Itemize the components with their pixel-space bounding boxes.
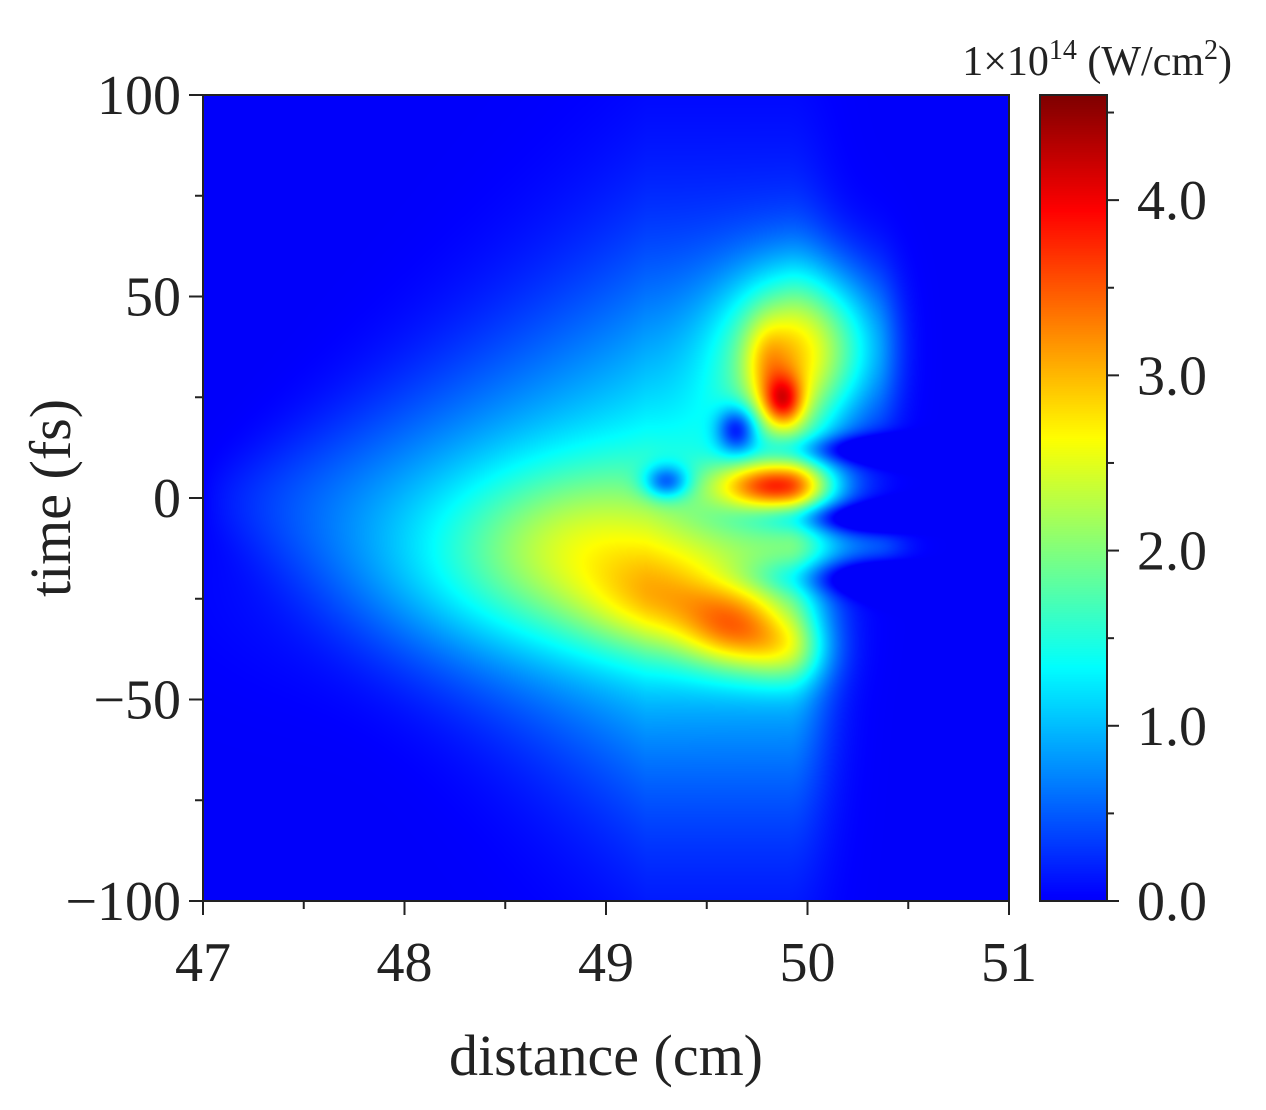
colorbar-tick-label: 2.0	[1137, 521, 1207, 583]
y-axis-label: time (fs)	[18, 399, 83, 597]
x-tick-label: 49	[578, 932, 634, 994]
colorbar-tick-label: 1.0	[1137, 696, 1207, 758]
y-tick-label: −50	[93, 670, 181, 732]
x-tick-label: 51	[981, 932, 1037, 994]
y-axis: −100 −50 0 50 100	[65, 65, 203, 933]
x-axis: 47 48 49 50 51	[175, 901, 1037, 994]
colorbar-gradient	[1040, 95, 1107, 901]
colorbar-tick-label: 3.0	[1137, 345, 1207, 407]
colorbar-unit-label: 1×1014 (W/cm2)	[962, 35, 1232, 85]
y-tick-label: 100	[97, 65, 181, 127]
heatmap-plot-area	[203, 95, 1009, 901]
x-tick-label: 47	[175, 932, 231, 994]
plot-frame	[202, 94, 1010, 902]
x-tick-label: 48	[377, 932, 433, 994]
x-tick-label: 50	[780, 932, 836, 994]
colorbar-tick-label: 0.0	[1137, 871, 1207, 933]
colorbar-axis: 0.0 1.0 2.0 3.0 4.0	[1107, 111, 1207, 933]
x-axis-label: distance (cm)	[449, 1023, 763, 1088]
y-tick-label: 0	[153, 468, 181, 530]
y-tick-label: 50	[125, 267, 181, 329]
colorbar-tick-label: 4.0	[1137, 170, 1207, 232]
y-tick-label: −100	[65, 871, 181, 933]
colorbar-frame	[1039, 94, 1108, 902]
